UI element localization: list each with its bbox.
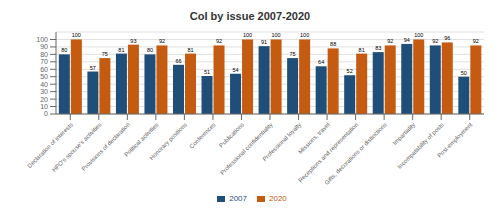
svg-text:Professional confidentiality: Professional confidentiality	[219, 121, 273, 175]
svg-text:81: 81	[118, 47, 124, 53]
svg-text:Conferences: Conferences	[188, 121, 216, 149]
svg-text:90: 90	[40, 43, 48, 50]
svg-text:51: 51	[204, 69, 210, 75]
svg-text:80: 80	[61, 47, 67, 53]
svg-text:91: 91	[261, 39, 267, 45]
svg-text:93: 93	[130, 38, 136, 44]
svg-text:75: 75	[102, 51, 108, 57]
svg-text:64: 64	[318, 59, 324, 65]
svg-text:92: 92	[216, 38, 222, 44]
svg-text:0: 0	[44, 110, 48, 117]
svg-text:40: 40	[40, 81, 48, 88]
svg-text:HPO's spouse's activities: HPO's spouse's activities	[51, 121, 103, 173]
svg-text:94: 94	[404, 37, 410, 43]
svg-text:80: 80	[147, 47, 153, 53]
svg-text:92: 92	[432, 38, 438, 44]
svg-text:100: 100	[243, 32, 252, 38]
svg-text:52: 52	[347, 68, 353, 74]
svg-text:50: 50	[40, 73, 48, 80]
svg-text:96: 96	[444, 35, 450, 41]
svg-text:100: 100	[36, 36, 48, 43]
svg-text:Publications: Publications	[218, 121, 245, 148]
svg-text:83: 83	[375, 45, 381, 51]
svg-text:81: 81	[359, 47, 365, 53]
svg-text:Receptions and representation: Receptions and representation	[297, 121, 359, 183]
svg-text:100: 100	[300, 32, 309, 38]
svg-text:Professional loyalty: Professional loyalty	[261, 121, 302, 162]
svg-text:Honorary positions: Honorary positions	[148, 121, 188, 161]
svg-text:80: 80	[40, 51, 48, 58]
svg-text:Impartiality: Impartiality	[392, 121, 417, 146]
svg-text:81: 81	[187, 47, 193, 53]
svg-text:30: 30	[40, 88, 48, 95]
svg-text:92: 92	[473, 38, 479, 44]
svg-text:70: 70	[40, 58, 48, 65]
html-text:CoI by issue 2007-2020: CoI by issue 2007-2020	[189, 10, 311, 22]
svg-text:75: 75	[290, 51, 296, 57]
svg-text:Missions, travel: Missions, travel	[297, 121, 331, 155]
svg-text:Provisions of declaration: Provisions of declaration	[81, 121, 131, 171]
svg-text:60: 60	[40, 66, 48, 73]
svg-text:50: 50	[461, 70, 467, 76]
svg-text:88: 88	[330, 41, 336, 47]
html-text:2020: 2020	[269, 194, 287, 203]
svg-text:20: 20	[40, 96, 48, 103]
svg-text:Post-employment: Post-employment	[436, 121, 473, 158]
svg-text:Gifts, decorations or distinct: Gifts, decorations or distinctions	[323, 121, 387, 185]
svg-text:Declaration of interests: Declaration of interests	[26, 121, 74, 169]
svg-text:92: 92	[387, 38, 393, 44]
svg-text:92: 92	[159, 38, 165, 44]
html-text:2007: 2007	[229, 194, 247, 203]
svg-text:100: 100	[271, 32, 280, 38]
svg-text:54: 54	[232, 67, 238, 73]
svg-text:57: 57	[90, 65, 96, 71]
svg-text:66: 66	[175, 58, 181, 64]
svg-text:10: 10	[40, 103, 48, 110]
svg-text:Incompatability of posts: Incompatability of posts	[396, 121, 445, 170]
svg-text:Political activities: Political activities	[123, 121, 160, 158]
svg-text:100: 100	[414, 32, 423, 38]
svg-text:100: 100	[72, 32, 81, 38]
